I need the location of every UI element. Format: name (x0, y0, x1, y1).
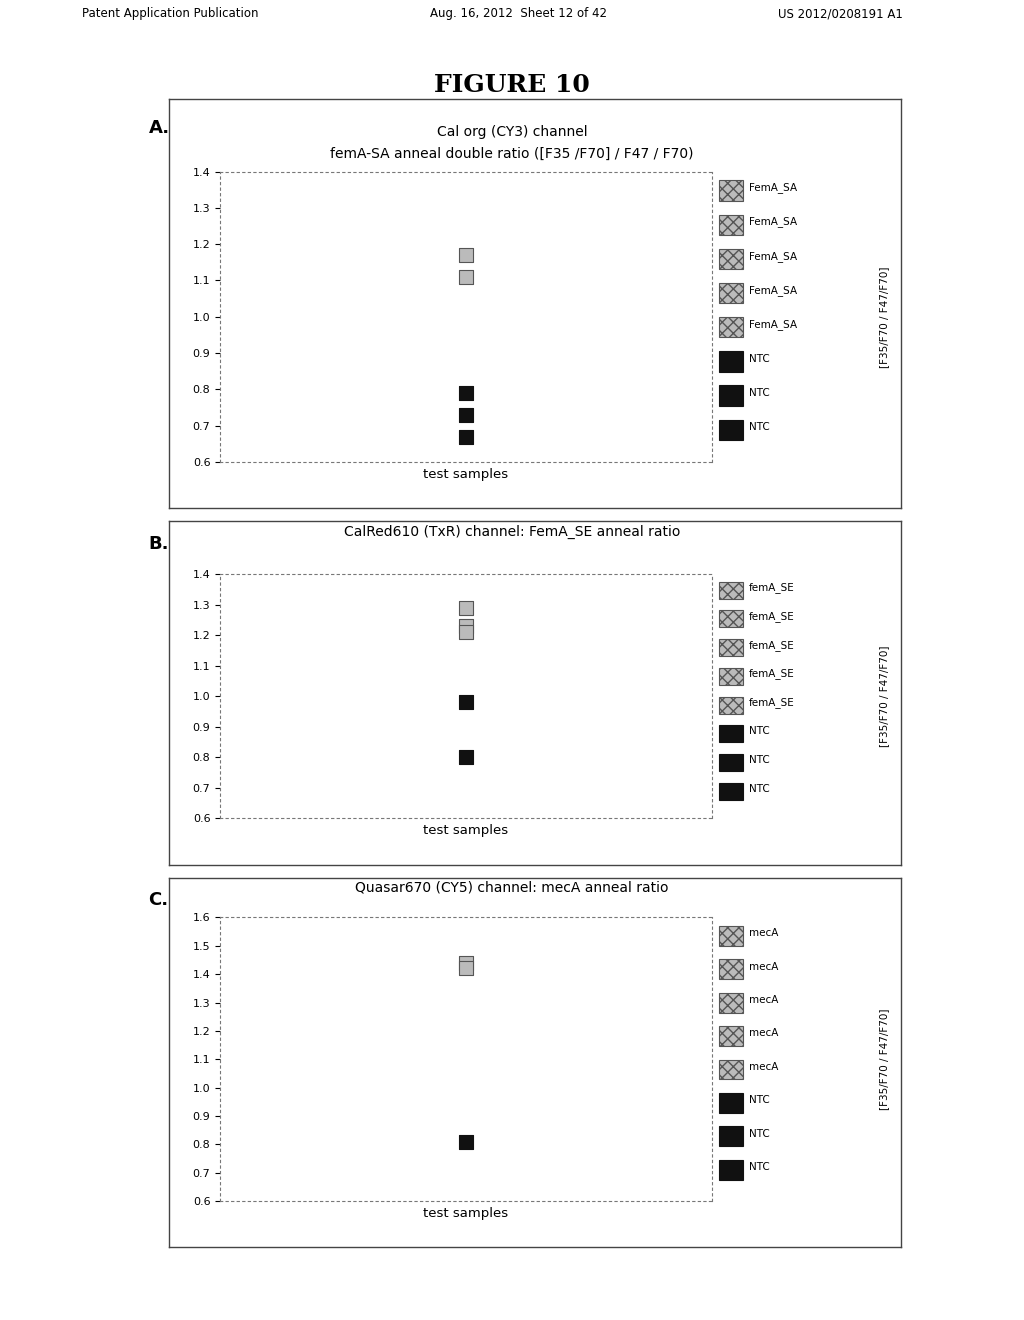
Text: mecA: mecA (749, 995, 778, 1005)
Text: FemA_SA: FemA_SA (749, 216, 797, 227)
FancyBboxPatch shape (720, 420, 743, 440)
FancyBboxPatch shape (720, 668, 743, 685)
Text: Patent Application Publication: Patent Application Publication (82, 7, 258, 20)
FancyBboxPatch shape (720, 351, 743, 372)
FancyBboxPatch shape (720, 725, 743, 742)
Text: femA_SE: femA_SE (749, 668, 795, 680)
X-axis label: test samples: test samples (423, 467, 509, 480)
Text: NTC: NTC (749, 1096, 769, 1105)
FancyBboxPatch shape (720, 582, 743, 599)
FancyBboxPatch shape (720, 754, 743, 771)
FancyBboxPatch shape (720, 639, 743, 656)
FancyBboxPatch shape (720, 927, 743, 946)
Text: B.: B. (148, 535, 169, 553)
FancyBboxPatch shape (720, 1160, 743, 1180)
Point (458, 1131, 474, 1152)
Text: NTC: NTC (749, 354, 769, 363)
FancyBboxPatch shape (720, 1026, 743, 1047)
Text: Aug. 16, 2012  Sheet 12 of 42: Aug. 16, 2012 Sheet 12 of 42 (430, 7, 607, 20)
FancyBboxPatch shape (720, 993, 743, 1012)
Point (458, 597, 474, 618)
Text: FemA_SA: FemA_SA (749, 285, 797, 296)
Point (458, 404, 474, 425)
FancyBboxPatch shape (720, 1093, 743, 1113)
Text: mecA: mecA (749, 961, 778, 972)
Text: Quasar670 (CY5) channel: mecA anneal ratio: Quasar670 (CY5) channel: mecA anneal rat… (355, 880, 669, 895)
FancyBboxPatch shape (720, 960, 743, 979)
FancyBboxPatch shape (720, 248, 743, 269)
FancyBboxPatch shape (720, 181, 743, 201)
FancyBboxPatch shape (720, 1060, 743, 1080)
Text: NTC: NTC (749, 422, 769, 432)
FancyBboxPatch shape (720, 783, 743, 800)
Text: [F35/F70 / F47/F70]: [F35/F70 / F47/F70] (879, 1008, 889, 1110)
Text: mecA: mecA (749, 928, 778, 939)
FancyBboxPatch shape (720, 215, 743, 235)
Text: femA_SE: femA_SE (749, 611, 795, 622)
Text: mecA: mecA (749, 1028, 778, 1039)
Point (458, 244, 474, 265)
Point (458, 267, 474, 288)
Text: NTC: NTC (749, 726, 769, 737)
Text: [F35/F70 / F47/F70]: [F35/F70 / F47/F70] (879, 645, 889, 747)
Text: CalRed610 (TxR) channel: FemA_SE anneal ratio: CalRed610 (TxR) channel: FemA_SE anneal … (344, 524, 680, 539)
X-axis label: test samples: test samples (423, 824, 509, 837)
Text: femA-SA anneal double ratio ([F35 /F70] / F47 / F70): femA-SA anneal double ratio ([F35 /F70] … (331, 147, 693, 161)
Point (458, 622, 474, 643)
Text: NTC: NTC (749, 755, 769, 766)
FancyBboxPatch shape (720, 1126, 743, 1146)
FancyBboxPatch shape (720, 385, 743, 405)
Text: femA_SE: femA_SE (749, 640, 795, 651)
Text: NTC: NTC (749, 1129, 769, 1139)
Text: FIGURE 10: FIGURE 10 (434, 73, 590, 96)
FancyBboxPatch shape (720, 317, 743, 338)
Text: FemA_SA: FemA_SA (749, 251, 797, 261)
FancyBboxPatch shape (720, 697, 743, 714)
Point (458, 692, 474, 713)
FancyBboxPatch shape (720, 610, 743, 627)
FancyBboxPatch shape (720, 282, 743, 304)
Text: Cal org (CY3) channel: Cal org (CY3) channel (436, 124, 588, 139)
Text: NTC: NTC (749, 1162, 769, 1172)
Text: femA_SE: femA_SE (749, 582, 795, 593)
Text: A.: A. (148, 119, 170, 137)
Point (458, 747, 474, 768)
Point (458, 615, 474, 636)
X-axis label: test samples: test samples (423, 1206, 509, 1220)
Text: FemA_SA: FemA_SA (749, 182, 797, 193)
Text: femA_SE: femA_SE (749, 697, 795, 708)
Point (458, 426, 474, 447)
Point (458, 383, 474, 404)
Text: FemA_SA: FemA_SA (749, 319, 797, 330)
Text: mecA: mecA (749, 1061, 778, 1072)
Text: NTC: NTC (749, 784, 769, 793)
Text: US 2012/0208191 A1: US 2012/0208191 A1 (778, 7, 903, 20)
Point (458, 958, 474, 979)
Text: C.: C. (148, 891, 169, 909)
Text: NTC: NTC (749, 388, 769, 397)
Text: [F35/F70 / F47/F70]: [F35/F70 / F47/F70] (879, 267, 889, 367)
Point (458, 952, 474, 973)
